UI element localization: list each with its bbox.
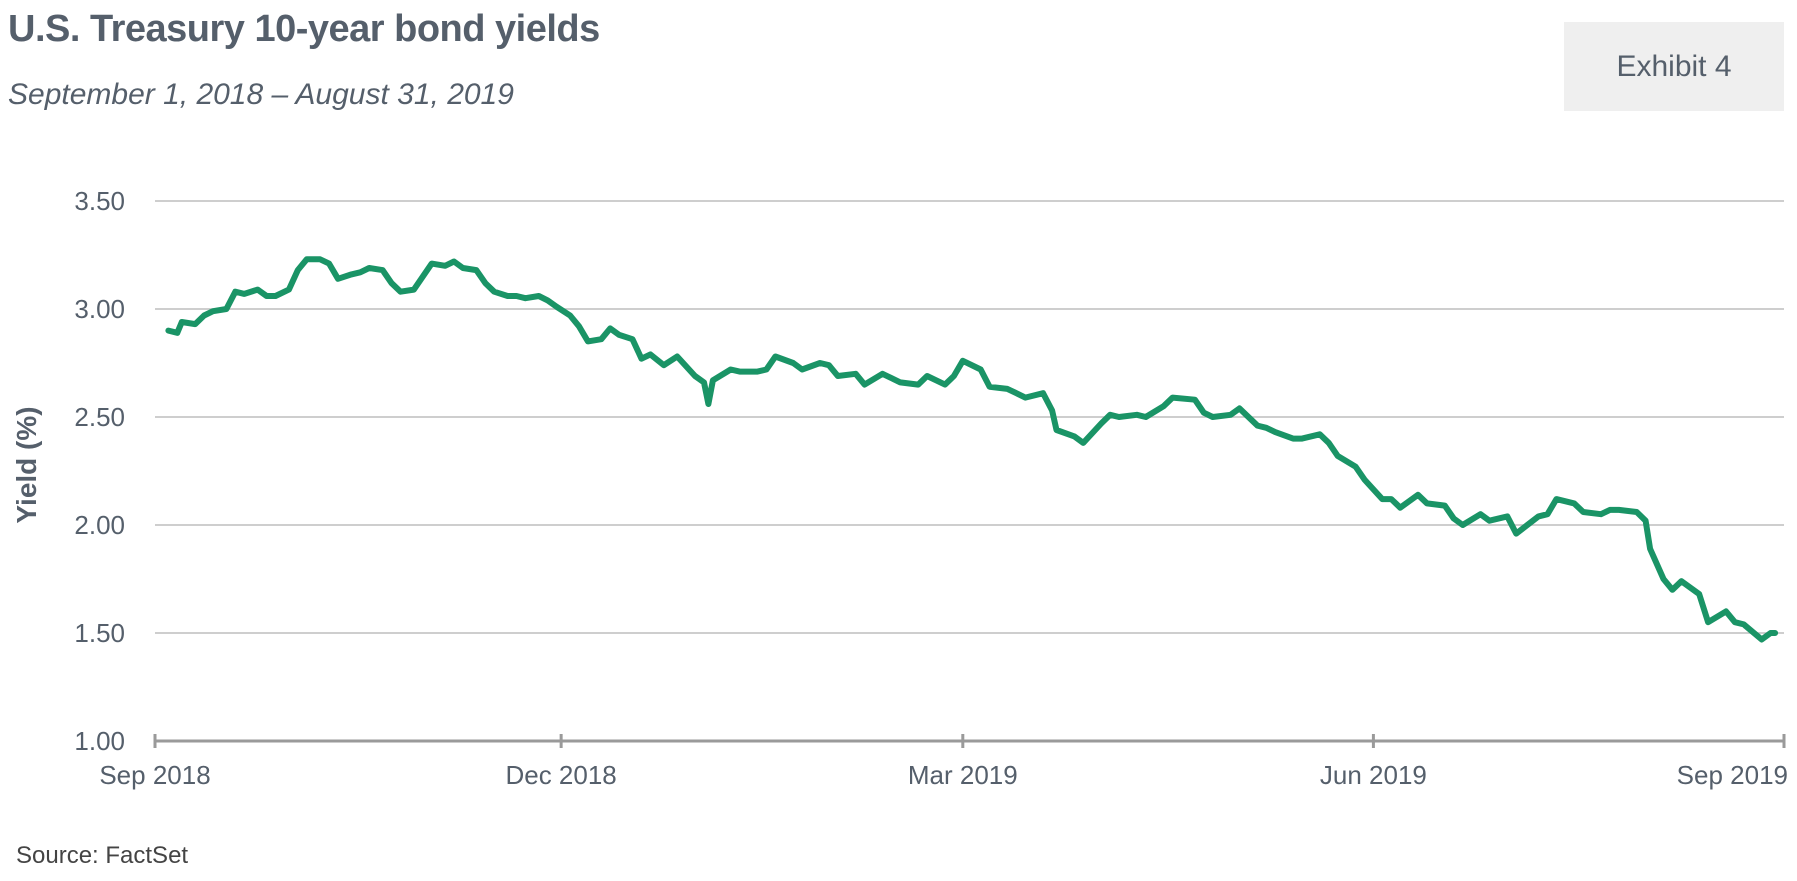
chart-title: U.S. Treasury 10-year bond yields [8,8,600,50]
exhibit-badge: Exhibit 4 [1564,22,1784,111]
y-tick-label: 1.50 [74,618,125,648]
y-axis-label: Yield (%) [11,406,42,523]
series-layer [165,256,1779,643]
y-tick-label: 1.00 [74,726,125,756]
x-tick-label: Sep 2018 [99,760,210,790]
exhibit-label: Exhibit 4 [1616,49,1732,83]
source-note: Source: FactSet [16,842,189,869]
gridlines [155,200,1784,634]
x-tick-label: Sep 2019 [1677,760,1788,790]
y-tick-label: 2.50 [74,402,125,432]
x-tick-label: Jun 2019 [1320,760,1427,790]
chart-subtitle: September 1, 2018 – August 31, 2019 [8,78,514,111]
x-tick-label: Dec 2018 [505,760,616,790]
x-tick-label: Mar 2019 [908,760,1018,790]
x-axis: Sep 2018 Dec 2018 Mar 2019 Jun 2019 Sep 2019 [99,734,1788,790]
y-tick-label: 2.00 [74,510,125,540]
y-axis-ticks: 1.00 1.50 2.00 2.50 3.00 3.50 [74,186,125,756]
yield-series-line [165,256,1779,643]
y-tick-label: 3.00 [74,294,125,324]
y-tick-label: 3.50 [74,186,125,216]
